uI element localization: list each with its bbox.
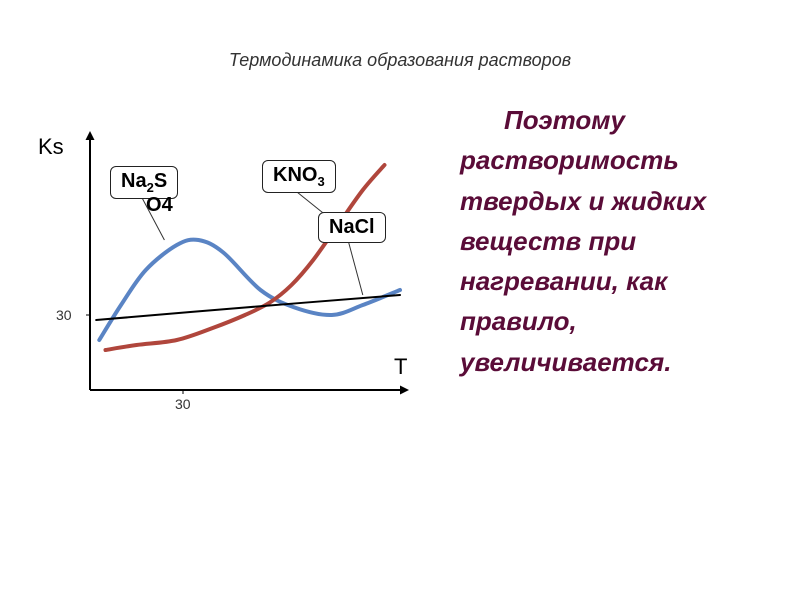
chart-svg	[30, 120, 430, 460]
solubility-chart: Ks T 30 30 Na2S KNO3 NaCl O4	[30, 120, 430, 460]
y-axis-label: Ks	[38, 134, 64, 160]
y-tick-label: 30	[56, 307, 72, 323]
x-axis-label: T	[394, 354, 407, 380]
callout-kno3: KNO3	[262, 160, 336, 193]
slide-title: Термодинамика образования растворов	[0, 50, 800, 71]
callout-nacl: NaCl	[318, 212, 386, 243]
explanatory-text: Поэтому растворимость твердых и жидких в…	[460, 100, 780, 382]
x-tick-label: 30	[175, 396, 191, 412]
callout-na2so4-line2: O4	[146, 194, 173, 217]
